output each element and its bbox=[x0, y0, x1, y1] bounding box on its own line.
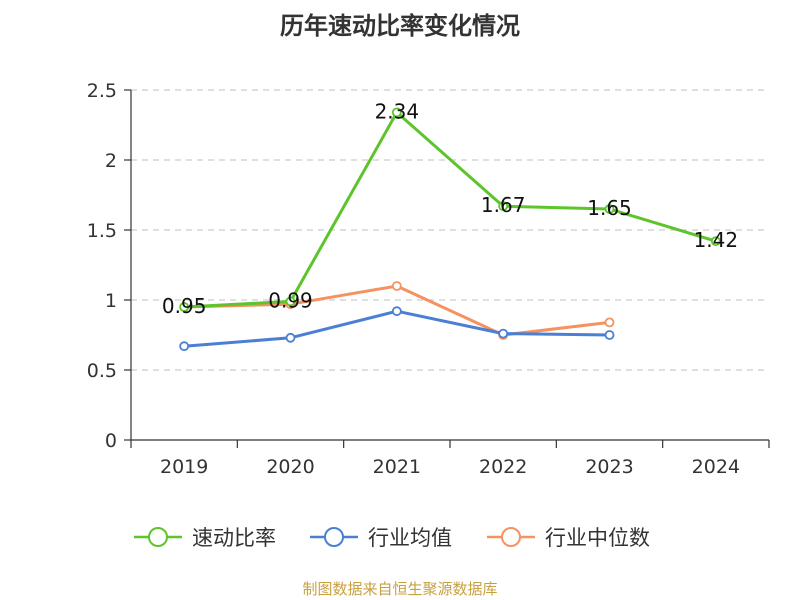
x-tick-label: 2022 bbox=[479, 456, 527, 478]
y-tick-label: 2.5 bbox=[87, 80, 117, 102]
y-tick-label: 1.5 bbox=[87, 220, 117, 242]
source-note: 制图数据来自恒生聚源数据库 bbox=[302, 580, 498, 598]
data-point bbox=[604, 317, 615, 328]
x-tick-label: 2024 bbox=[692, 456, 740, 478]
x-tick-label: 2020 bbox=[266, 456, 314, 478]
data-label: 1.67 bbox=[481, 193, 526, 217]
x-tick-label: 2021 bbox=[373, 456, 421, 478]
data-label: 1.42 bbox=[694, 228, 739, 252]
data-label: 0.99 bbox=[268, 288, 313, 312]
data-point bbox=[285, 332, 296, 343]
grid-lines bbox=[131, 89, 769, 371]
data-label: 0.95 bbox=[162, 294, 207, 318]
data-point bbox=[391, 281, 402, 291]
data-label: 2.34 bbox=[375, 99, 420, 123]
data-point bbox=[285, 296, 296, 307]
data-point bbox=[391, 306, 402, 317]
data-point bbox=[604, 330, 615, 340]
legend-label: 速动比率 bbox=[192, 526, 276, 550]
x-tick-label: 2023 bbox=[585, 456, 633, 478]
data-point bbox=[179, 341, 190, 352]
series-line bbox=[184, 110, 717, 309]
y-tick-label: 0 bbox=[105, 430, 117, 452]
data-point bbox=[179, 302, 190, 312]
legend-marker bbox=[148, 527, 168, 547]
legend-label: 行业均值 bbox=[368, 526, 452, 550]
data-point bbox=[498, 328, 509, 339]
y-tick-label: 1 bbox=[105, 290, 117, 312]
axes: 0 0.5 1 1.5 2 2.5 2019 2020 2021 2022 2023 2024 bbox=[87, 80, 770, 478]
y-tick-label: 0.5 bbox=[87, 360, 117, 382]
data-point bbox=[604, 204, 615, 214]
legend-marker bbox=[501, 527, 521, 547]
x-tick-label: 2019 bbox=[160, 456, 208, 478]
legend-marker bbox=[324, 527, 344, 547]
series-group bbox=[179, 107, 721, 352]
data-point bbox=[710, 236, 721, 247]
legend-label: 行业中位数 bbox=[545, 526, 650, 550]
legend: 速动比率 行业均值 行业中位数 bbox=[134, 526, 650, 550]
chart-title: 历年速动比率变化情况 bbox=[280, 12, 520, 40]
data-point bbox=[391, 107, 402, 118]
data-label: 1.65 bbox=[587, 196, 632, 220]
data-labels: 0.95 0.99 2.34 1.67 1.65 1.42 bbox=[162, 99, 738, 318]
data-point bbox=[498, 201, 509, 212]
y-tick-label: 2 bbox=[105, 150, 117, 172]
